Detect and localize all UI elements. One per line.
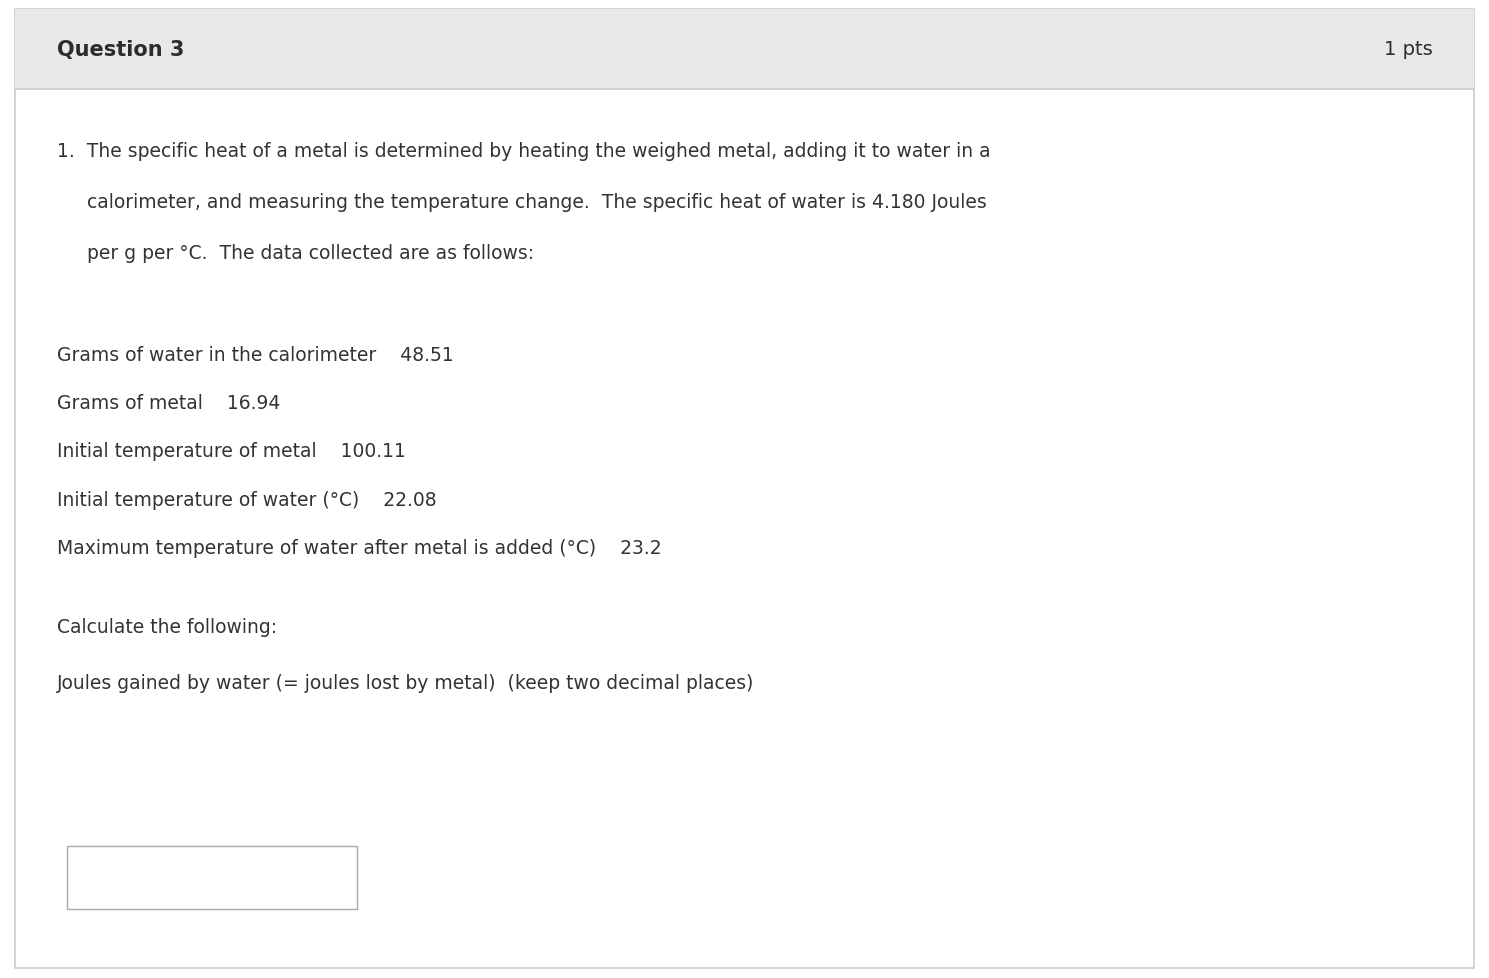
Text: 1 pts: 1 pts [1383,40,1432,60]
Text: per g per °C.  The data collected are as follows:: per g per °C. The data collected are as … [57,244,533,262]
Text: Grams of water in the calorimeter    48.51: Grams of water in the calorimeter 48.51 [57,345,453,364]
Text: Question 3: Question 3 [57,40,185,60]
FancyBboxPatch shape [67,846,357,910]
Text: Grams of metal    16.94: Grams of metal 16.94 [57,393,280,413]
FancyBboxPatch shape [15,10,1474,968]
Text: 1.  The specific heat of a metal is determined by heating the weighed metal, add: 1. The specific heat of a metal is deter… [57,142,990,160]
FancyBboxPatch shape [15,10,1474,90]
Text: calorimeter, and measuring the temperature change.  The specific heat of water i: calorimeter, and measuring the temperatu… [57,193,986,211]
Text: Initial temperature of water (°C)    22.08: Initial temperature of water (°C) 22.08 [57,490,436,510]
Text: Initial temperature of metal    100.11: Initial temperature of metal 100.11 [57,442,405,461]
Text: Maximum temperature of water after metal is added (°C)    23.2: Maximum temperature of water after metal… [57,539,661,557]
Text: Joules gained by water (= joules lost by metal)  (keep two decimal places): Joules gained by water (= joules lost by… [57,673,753,692]
Text: Calculate the following:: Calculate the following: [57,617,277,637]
